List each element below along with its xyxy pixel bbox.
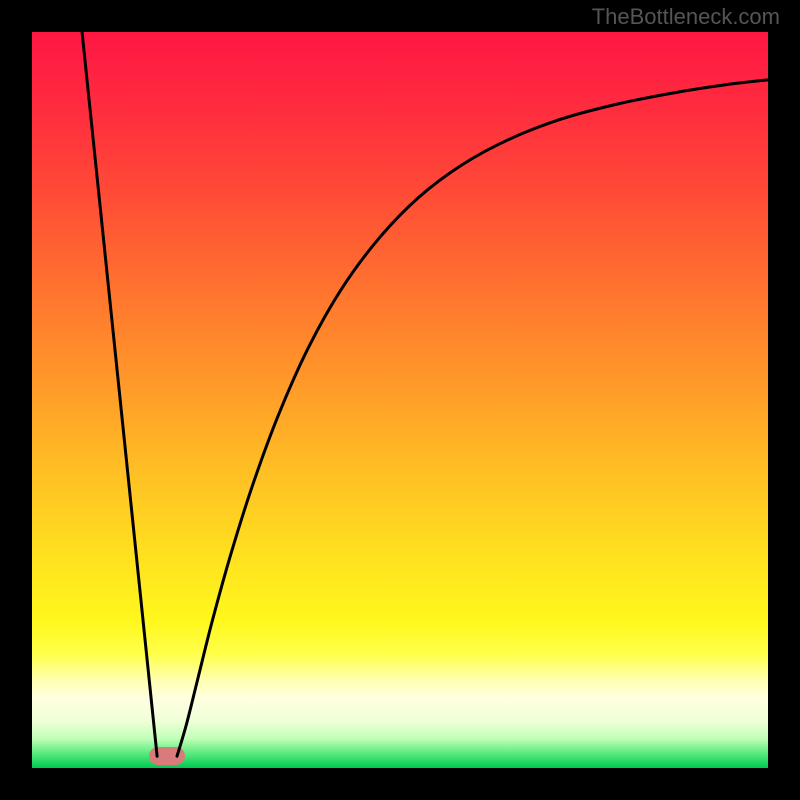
watermark-text: TheBottleneck.com [592,4,780,30]
optimal-point-marker [149,747,185,765]
plot-area [32,32,768,768]
chart-container: TheBottleneck.com [0,0,800,800]
gradient-background [32,32,768,768]
